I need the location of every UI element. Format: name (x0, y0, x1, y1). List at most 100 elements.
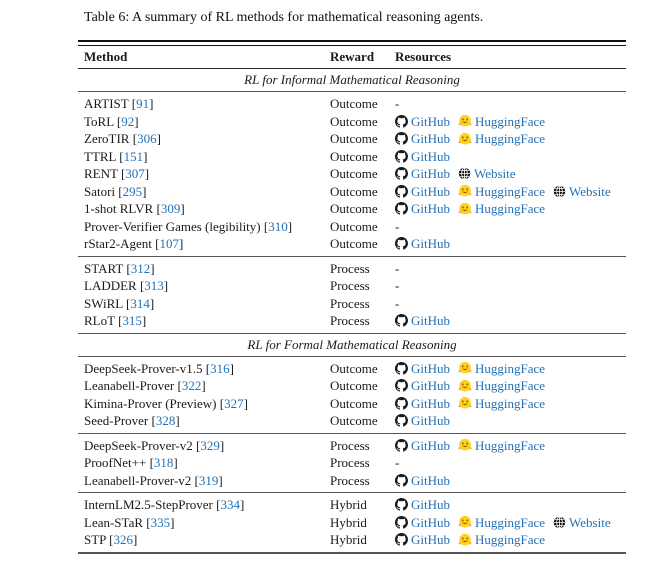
huggingface-resource: HuggingFace (458, 360, 545, 378)
citation-bracket: ] (173, 455, 178, 470)
resources-cell: GitHub HuggingFace (395, 531, 626, 549)
citation-link[interactable]: 315 (122, 313, 142, 328)
citation-bracket: ] (170, 514, 175, 530)
method-name: Leanabell-Prover [ (84, 378, 182, 393)
citation-link[interactable]: 327 (224, 395, 244, 411)
citation-link[interactable]: 307 (125, 166, 145, 181)
method-name: RENT [ (84, 166, 126, 181)
huggingface-link[interactable]: HuggingFace (475, 378, 546, 393)
table-row: SWiRL [314] Process - (78, 295, 626, 313)
github-link[interactable]: GitHub (411, 236, 450, 251)
method-name: ARTIST [ (84, 96, 137, 111)
citation-link[interactable]: 329 (200, 437, 220, 453)
github-link[interactable]: GitHub (411, 413, 450, 428)
github-link[interactable]: GitHub (411, 514, 450, 530)
citation-bracket: ] (133, 532, 138, 547)
citation-link[interactable]: 295 (122, 183, 143, 199)
method-name: Prover-Verifier Games (legibility) [ (84, 218, 269, 234)
method-name: 1-shot RLVR [ (84, 201, 161, 216)
method-name: Seed-Prover [ (84, 413, 156, 428)
github-link[interactable]: GitHub (411, 201, 450, 216)
website-link[interactable]: Website (569, 183, 611, 199)
citation-link[interactable]: 107 (159, 236, 179, 251)
resources-cell: GitHub HuggingFace (395, 130, 626, 148)
website-link[interactable]: Website (569, 514, 611, 530)
huggingface-link[interactable]: HuggingFace (475, 360, 546, 376)
github-link[interactable]: GitHub (411, 395, 450, 411)
method-name: RLoT [ (84, 313, 123, 328)
github-icon (395, 533, 408, 546)
method-cell: Leanabell-Prover-v2 [319] (78, 472, 330, 490)
huggingface-link[interactable]: HuggingFace (475, 131, 546, 146)
method-name: Satori [ (84, 183, 123, 199)
github-link[interactable]: GitHub (411, 472, 450, 488)
citation-link[interactable]: 91 (136, 96, 150, 111)
resources-cell: GitHub (395, 412, 626, 430)
method-name: TTRL [ (84, 148, 124, 164)
citation-bracket: ] (201, 378, 206, 393)
huggingface-link[interactable]: HuggingFace (475, 201, 546, 216)
resources-cell: GitHub (395, 235, 626, 253)
table-row: ProofNet++ [318] Process - (78, 454, 626, 472)
citation-link[interactable]: 310 (268, 218, 288, 234)
website-resource: Website (553, 183, 611, 201)
citation-link[interactable]: 316 (210, 360, 230, 376)
citation-link[interactable]: 314 (130, 295, 150, 311)
github-link[interactable]: GitHub (411, 313, 450, 328)
citation-link[interactable]: 334 (220, 497, 240, 512)
citation-bracket: ] (149, 96, 154, 111)
github-link[interactable]: GitHub (411, 183, 450, 199)
github-resource: GitHub (395, 412, 450, 430)
reward-cell: Process (330, 278, 370, 293)
table-row: Kimina-Prover (Preview) [327] Outcome GitH… (78, 395, 626, 413)
citation-link[interactable]: 318 (153, 455, 174, 470)
reward-cell: Outcome (330, 395, 378, 411)
citation-bracket: ] (218, 472, 223, 488)
github-icon (395, 414, 408, 427)
citation-link[interactable]: 313 (144, 278, 164, 293)
github-resource: GitHub (395, 200, 450, 218)
github-link[interactable]: GitHub (411, 131, 450, 146)
github-link[interactable]: GitHub (411, 148, 450, 164)
citation-link[interactable]: 328 (155, 413, 176, 428)
table-row: ZeroTIR [306] Outcome GitHub HuggingFace (78, 130, 626, 148)
huggingface-link[interactable]: HuggingFace (475, 532, 546, 547)
github-link[interactable]: GitHub (411, 437, 450, 453)
resources-cell: - (395, 95, 626, 113)
huggingface-link[interactable]: HuggingFace (475, 395, 546, 411)
method-name: ZeroTIR [ (84, 131, 138, 146)
citation-link[interactable]: 326 (113, 532, 134, 547)
citation-bracket: ] (175, 413, 180, 428)
github-resource: GitHub (395, 377, 450, 395)
no-resource-dash: - (395, 455, 400, 470)
huggingface-link[interactable]: HuggingFace (475, 183, 546, 199)
github-link[interactable]: GitHub (411, 360, 450, 376)
table-row: START [312] Process - (78, 260, 626, 278)
citation-link[interactable]: 319 (198, 472, 219, 488)
huggingface-icon (458, 379, 472, 393)
huggingface-resource: HuggingFace (458, 437, 545, 455)
section-header: RL for Formal Mathematical Reasoning (247, 336, 457, 352)
github-link[interactable]: GitHub (411, 166, 450, 181)
reward-cell: Outcome (330, 166, 378, 181)
website-link[interactable]: Website (474, 166, 516, 181)
citation-link[interactable]: 312 (130, 260, 151, 276)
citation-link[interactable]: 322 (181, 378, 202, 393)
reward-cell: Outcome (330, 131, 378, 146)
github-icon (395, 202, 408, 215)
huggingface-link[interactable]: HuggingFace (475, 113, 546, 129)
github-link[interactable]: GitHub (411, 532, 450, 547)
github-icon (395, 314, 408, 327)
huggingface-link[interactable]: HuggingFace (475, 437, 546, 453)
citation-link[interactable]: 306 (137, 131, 157, 146)
citation-link[interactable]: 151 (123, 148, 144, 164)
citation-link[interactable]: 92 (121, 113, 135, 129)
github-link[interactable]: GitHub (411, 378, 450, 393)
citation-bracket: ] (180, 201, 185, 216)
citation-link[interactable]: 335 (150, 514, 171, 530)
github-link[interactable]: GitHub (411, 497, 450, 512)
citation-link[interactable]: 309 (160, 201, 181, 216)
huggingface-link[interactable]: HuggingFace (475, 514, 546, 530)
github-link[interactable]: GitHub (411, 113, 450, 129)
